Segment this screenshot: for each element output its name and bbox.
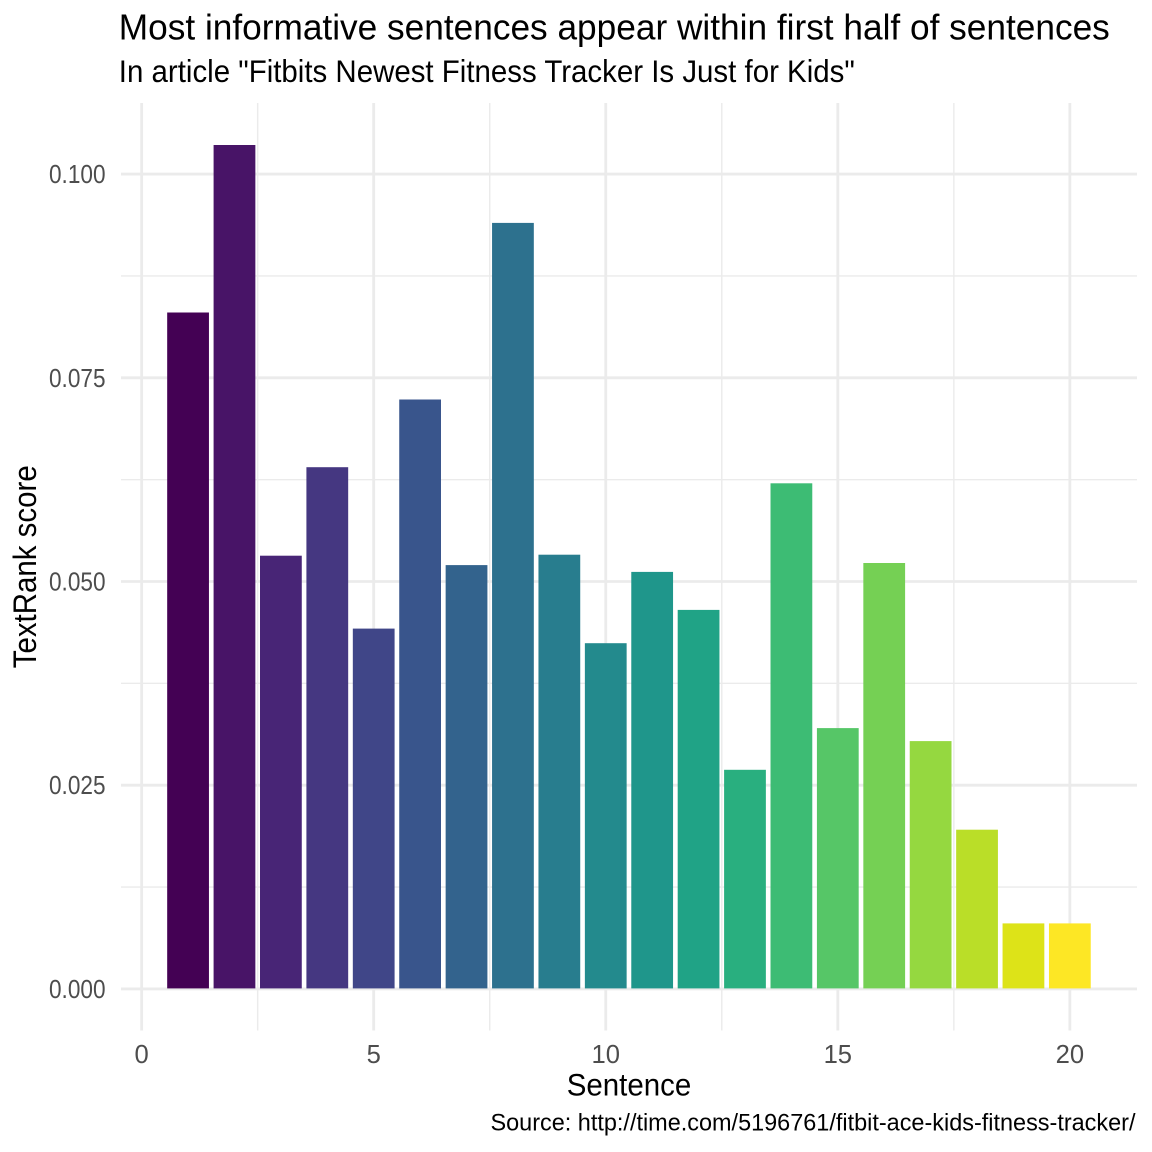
svg-text:0: 0: [135, 1041, 149, 1069]
svg-text:Most informative sentences app: Most informative sentences appear within…: [119, 7, 1110, 48]
svg-text:Source: http://time.com/519676: Source: http://time.com/5196761/fitbit-a…: [491, 1109, 1136, 1136]
svg-text:0.000: 0.000: [49, 976, 106, 1004]
svg-text:5: 5: [367, 1041, 381, 1069]
svg-text:0.050: 0.050: [49, 569, 106, 597]
svg-text:20: 20: [1056, 1041, 1084, 1069]
svg-text:0.025: 0.025: [49, 772, 106, 800]
svg-text:15: 15: [824, 1041, 852, 1069]
svg-text:In article "Fitbits Newest Fit: In article "Fitbits Newest Fitness Track…: [119, 54, 855, 89]
svg-text:Sentence: Sentence: [567, 1067, 692, 1103]
svg-text:0.100: 0.100: [49, 161, 106, 189]
svg-text:10: 10: [592, 1041, 620, 1069]
svg-text:0.075: 0.075: [49, 365, 106, 393]
svg-text:TextRank score: TextRank score: [7, 465, 43, 668]
